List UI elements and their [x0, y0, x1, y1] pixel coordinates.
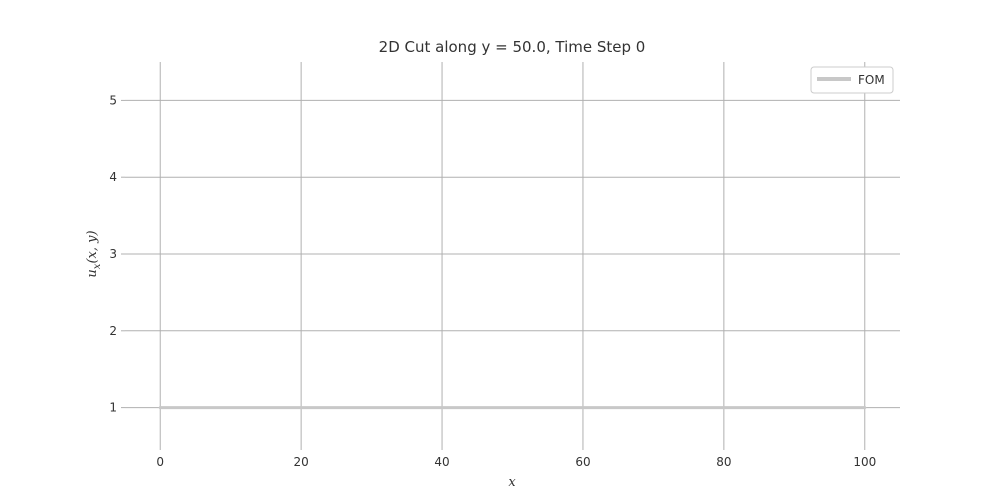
y-tick-label: 5: [109, 93, 117, 107]
data-point: [440, 406, 444, 410]
x-tick-label: 80: [716, 455, 731, 469]
data-point: [722, 406, 726, 410]
legend-box: [810, 66, 894, 94]
data-point: [158, 406, 162, 410]
y-axis-label: ux(x, y): [85, 230, 103, 277]
y-tick-label: 2: [109, 324, 117, 338]
series-layer: [158, 406, 867, 410]
legend: FOM: [810, 66, 894, 94]
x-tick-label: 0: [156, 455, 164, 469]
y-tick-label: 1: [109, 401, 117, 415]
data-point: [581, 406, 585, 410]
x-tick-label: 40: [434, 455, 449, 469]
chart-title: 2D Cut along y = 50.0, Time Step 0: [379, 38, 646, 56]
x-axis-label: x: [508, 475, 516, 490]
legend-label-fom: FOM: [858, 73, 885, 87]
x-tick-label: 100: [853, 455, 876, 469]
data-point: [299, 406, 303, 410]
ticks: 0 20 40 60 80 100 1 2 3 4 5: [109, 93, 876, 469]
y-tick-label: 4: [109, 170, 117, 184]
x-tick-label: 60: [575, 455, 590, 469]
data-point: [863, 406, 867, 410]
x-tick-label: 20: [293, 455, 308, 469]
y-axis-label-subscript: x: [92, 263, 103, 269]
y-tick-label: 3: [109, 247, 117, 261]
grid: [125, 62, 900, 446]
